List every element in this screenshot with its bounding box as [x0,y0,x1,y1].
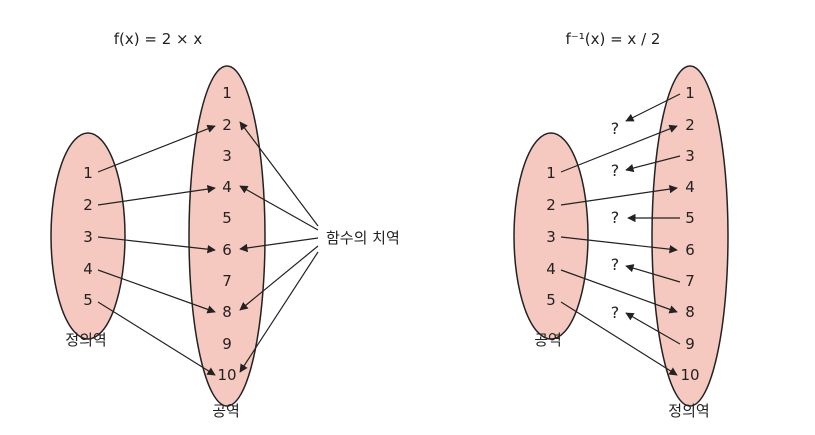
right-large-numbers: 1 2 3 4 5 6 7 8 9 10 [680,84,699,384]
right-small-3: 3 [546,228,556,246]
right-mapping-arrows [560,124,678,376]
right-large-label: 정의역 [668,402,709,420]
right-large-3: 3 [685,147,695,165]
range-arrow-6 [239,237,319,253]
left-codomain-7: 7 [222,272,232,290]
left-codomain-8: 8 [222,303,232,321]
right-undefined-arrows [625,93,681,345]
question-mark-7: ? [611,255,620,274]
left-codomain-3: 3 [222,147,232,165]
undefined-arrow-1 [625,93,681,122]
right-arrow-4-to-8 [560,269,678,314]
left-arrow-3-to-6 [97,236,216,254]
right-large-9: 9 [685,335,695,353]
left-title: f(x) = 2 × x [114,30,203,48]
right-small-set [513,132,589,340]
left-codomain-1: 1 [222,84,232,102]
right-diagram: f⁻¹(x) = x / 2 1 2 3 4 5 1 2 3 4 5 6 7 8… [513,30,729,420]
left-domain-4: 4 [83,260,93,278]
right-large-10: 10 [680,366,699,384]
question-mark-1: ? [611,119,620,138]
left-codomain-6: 6 [222,241,232,259]
left-domain-2: 2 [83,196,93,214]
left-domain-3: 3 [83,228,93,246]
left-codomain-set [188,65,266,407]
left-codomain-9: 9 [222,335,232,353]
right-large-4: 4 [685,178,695,196]
left-domain-set [50,132,126,340]
right-large-6: 6 [685,241,695,259]
right-small-4: 4 [546,260,556,278]
undefined-arrow-9 [625,312,681,345]
right-arrow-5-to-10 [560,301,678,376]
left-diagram: f(x) = 2 × x 1 2 3 4 5 1 2 3 4 5 6 7 8 9… [50,30,400,420]
range-label: 함수의 치역 [326,229,400,247]
right-arrow-1-to-2 [560,124,678,173]
left-codomain-5: 5 [222,209,232,227]
left-domain-numbers: 1 2 3 4 5 [83,164,93,309]
left-range-arrows [239,121,319,373]
question-marks: ? ? ? ? ? [611,119,620,322]
undefined-arrow-3 [625,155,681,173]
right-small-numbers: 1 2 3 4 5 [546,164,556,309]
right-small-1: 1 [546,164,556,182]
right-small-2: 2 [546,196,556,214]
left-arrow-2-to-4 [97,184,216,206]
range-arrow-10 [239,251,319,373]
right-large-8: 8 [685,303,695,321]
left-arrow-5-to-10 [97,301,216,376]
left-domain-5: 5 [83,291,93,309]
question-mark-3: ? [611,161,620,180]
range-arrow-2 [239,121,319,227]
left-domain-1: 1 [83,164,93,182]
left-codomain-4: 4 [222,178,232,196]
right-title: f⁻¹(x) = x / 2 [566,30,661,48]
range-arrow-8 [239,245,319,311]
question-mark-9: ? [611,303,620,322]
right-arrow-2-to-4 [560,184,678,206]
left-mapping-arrows [97,124,216,376]
left-codomain-label: 공역 [212,402,240,420]
left-codomain-10: 10 [217,366,236,384]
right-large-1: 1 [685,84,695,102]
right-large-set [651,65,729,407]
left-domain-label: 정의역 [65,331,106,349]
undefined-arrow-7 [625,264,681,283]
left-codomain-numbers: 1 2 3 4 5 6 7 8 9 10 [217,84,236,384]
right-arrow-3-to-6 [560,236,678,254]
range-arrow-4 [239,185,319,231]
right-large-5: 5 [685,209,695,227]
right-small-5: 5 [546,291,556,309]
question-mark-5: ? [611,208,620,227]
right-large-2: 2 [685,116,695,134]
left-codomain-2: 2 [222,116,232,134]
right-large-7: 7 [685,272,695,290]
left-arrow-1-to-2 [97,124,216,173]
left-arrow-4-to-8 [97,269,216,314]
right-small-label: 공역 [534,331,562,349]
